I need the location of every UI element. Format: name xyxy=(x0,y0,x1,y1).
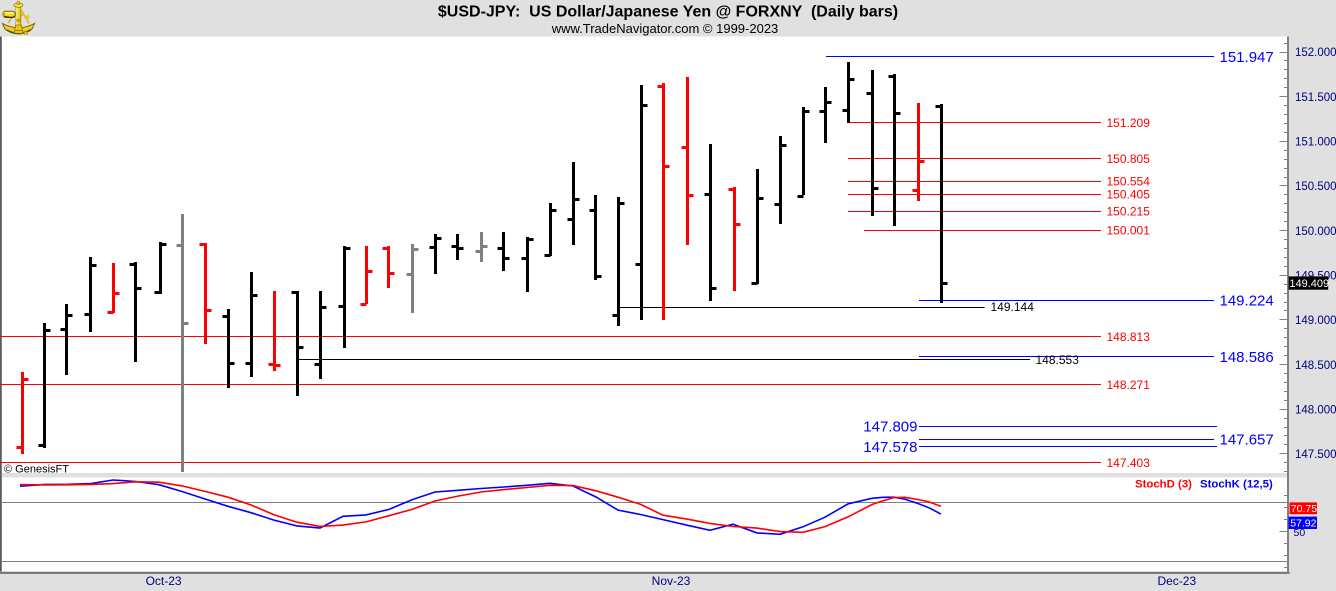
svg-text:147.809: 147.809 xyxy=(863,419,917,436)
svg-text:148.271: 148.271 xyxy=(1107,378,1151,392)
svg-text:Dec-23: Dec-23 xyxy=(1157,574,1196,588)
svg-text:www.TradeNavigator.com © 1999-: www.TradeNavigator.com © 1999-2023 xyxy=(551,21,779,36)
svg-text:148.000: 148.000 xyxy=(1295,404,1336,416)
svg-text:151.209: 151.209 xyxy=(1107,116,1151,130)
svg-text:150.405: 150.405 xyxy=(1107,188,1151,202)
svg-text:149.224: 149.224 xyxy=(1220,293,1274,310)
svg-text:148.500: 148.500 xyxy=(1295,360,1336,372)
svg-text:147.500: 147.500 xyxy=(1295,449,1336,461)
svg-text:147.657: 147.657 xyxy=(1220,432,1274,449)
svg-text:147.403: 147.403 xyxy=(1107,456,1151,470)
svg-text:StochK (12,5): StochK (12,5) xyxy=(1200,479,1273,491)
svg-text:57.92: 57.92 xyxy=(1290,517,1316,529)
svg-text:Oct-23: Oct-23 xyxy=(146,574,182,588)
svg-text:148.553: 148.553 xyxy=(1036,353,1080,367)
svg-text:148.813: 148.813 xyxy=(1107,330,1151,344)
svg-text:147.578: 147.578 xyxy=(863,439,917,456)
svg-text:149.144: 149.144 xyxy=(991,300,1035,314)
svg-text:Nov-23: Nov-23 xyxy=(652,574,691,588)
svg-text:148.586: 148.586 xyxy=(1220,349,1274,366)
svg-text:50: 50 xyxy=(1294,527,1306,539)
svg-text:151.500: 151.500 xyxy=(1295,92,1336,104)
svg-text:150.000: 150.000 xyxy=(1295,226,1336,238)
svg-text:149.000: 149.000 xyxy=(1295,315,1336,327)
svg-text:152.000: 152.000 xyxy=(1295,47,1336,59)
svg-text:150.001: 150.001 xyxy=(1107,224,1151,238)
svg-text:150.215: 150.215 xyxy=(1107,205,1151,219)
svg-text:$USD-JPY: US Dollar/Japanese: $USD-JPY: US Dollar/Japanese Yen @ FORXN… xyxy=(438,4,898,21)
svg-text:StochD (3): StochD (3) xyxy=(1135,479,1192,491)
svg-text:149.409: 149.409 xyxy=(1289,278,1329,290)
svg-text:70.75: 70.75 xyxy=(1291,503,1317,515)
svg-text:150.805: 150.805 xyxy=(1107,152,1151,166)
svg-text:151.000: 151.000 xyxy=(1295,137,1336,149)
svg-text:150.500: 150.500 xyxy=(1295,181,1336,193)
svg-text:150.554: 150.554 xyxy=(1107,174,1151,188)
svg-text:© GenesisFT: © GenesisFT xyxy=(4,464,69,476)
svg-text:151.947: 151.947 xyxy=(1220,49,1274,66)
